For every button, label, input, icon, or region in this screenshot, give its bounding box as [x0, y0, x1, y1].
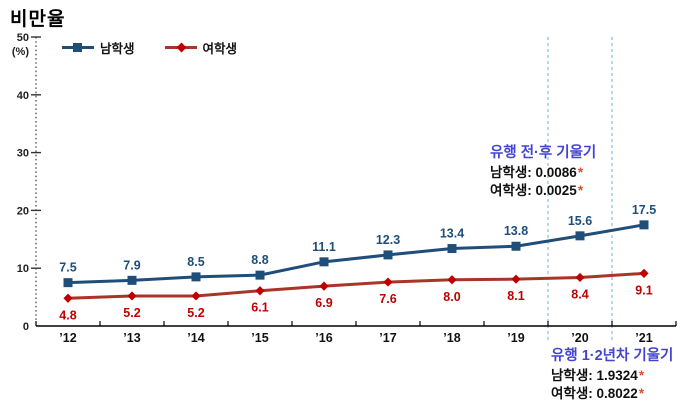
svg-text:6.1: 6.1: [251, 301, 268, 315]
annotation-heading: 유행 전·후 기울기: [490, 145, 597, 161]
svg-text:’19: ’19: [507, 331, 524, 345]
legend: 남학생 여학생: [62, 38, 237, 57]
significance-asterisk: *: [577, 165, 584, 180]
annotation-year-1-2-slope: 유행 1·2년차 기울기 남학생: 1.9324* 여학생: 0.8022*: [551, 344, 673, 403]
svg-text:6.9: 6.9: [315, 296, 332, 310]
svg-text:5.2: 5.2: [123, 306, 140, 320]
svg-text:5.2: 5.2: [187, 306, 204, 320]
svg-text:50: 50: [17, 32, 29, 44]
significance-asterisk: *: [638, 386, 645, 401]
svg-text:’16: ’16: [315, 331, 332, 345]
svg-text:8.0: 8.0: [443, 290, 460, 304]
svg-text:11.1: 11.1: [312, 240, 336, 254]
female-series-line-marker-icon: [164, 42, 197, 53]
svg-text:8.1: 8.1: [507, 289, 524, 303]
significance-asterisk: *: [638, 368, 645, 383]
significance-asterisk: *: [577, 183, 584, 198]
annotation-row-male: 남학생: 1.9324*: [551, 368, 645, 383]
svg-text:17.5: 17.5: [632, 203, 656, 217]
svg-text:(%): (%): [12, 46, 29, 58]
svg-text:7.9: 7.9: [123, 258, 140, 272]
svg-text:10: 10: [17, 263, 29, 275]
svg-text:12.3: 12.3: [376, 233, 400, 247]
svg-text:13.4: 13.4: [440, 227, 464, 241]
svg-text:’14: ’14: [187, 331, 204, 345]
svg-text:8.5: 8.5: [187, 255, 204, 269]
svg-text:30: 30: [17, 148, 29, 160]
chart-title: 비만율: [10, 9, 66, 30]
annotation-row-female: 여학생: 0.0025*: [490, 183, 584, 198]
annotation-heading: 유행 1·2년차 기울기: [551, 348, 674, 364]
legend-label-male: 남학생: [100, 42, 135, 56]
annotation-row-male: 남학생: 0.0086*: [490, 165, 584, 180]
svg-text:7.6: 7.6: [379, 292, 396, 306]
annotation-pre-post-pandemic-slope: 유행 전·후 기울기 남학생: 0.0086* 여학생: 0.0025*: [490, 141, 596, 200]
legend-label-female: 여학생: [202, 42, 238, 56]
svg-text:’12: ’12: [59, 331, 76, 345]
svg-text:13.8: 13.8: [504, 224, 528, 238]
svg-text:’20: ’20: [571, 331, 588, 345]
svg-text:’13: ’13: [123, 331, 140, 345]
svg-text:’17: ’17: [379, 331, 396, 345]
svg-text:40: 40: [17, 90, 29, 102]
svg-text:’21: ’21: [635, 331, 652, 345]
svg-text:9.1: 9.1: [635, 283, 652, 297]
svg-text:0: 0: [23, 321, 29, 333]
svg-text:4.8: 4.8: [59, 308, 76, 322]
legend-item-male-students: 남학생: [62, 38, 135, 57]
svg-text:’18: ’18: [443, 331, 460, 345]
svg-text:8.4: 8.4: [571, 287, 588, 301]
svg-text:8.8: 8.8: [251, 253, 268, 267]
svg-text:20: 20: [17, 205, 29, 217]
legend-item-female-students: 여학생: [164, 38, 238, 57]
svg-text:’15: ’15: [251, 331, 268, 345]
male-series-line-marker-icon: [62, 42, 94, 53]
annotation-row-female: 여학생: 0.8022*: [551, 386, 645, 401]
svg-text:15.6: 15.6: [568, 214, 592, 228]
svg-text:7.5: 7.5: [59, 261, 76, 275]
